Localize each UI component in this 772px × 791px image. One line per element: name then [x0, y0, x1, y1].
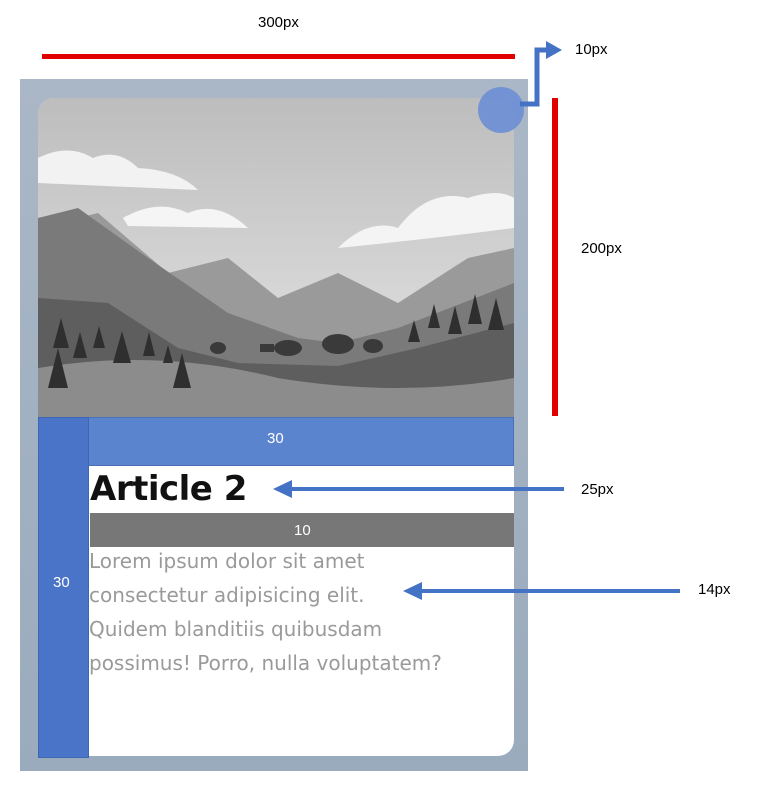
circle-icon	[478, 87, 524, 133]
text-size-arrow	[403, 582, 680, 600]
corner-offset-label: 10px	[575, 41, 608, 58]
top-padding-band	[38, 417, 514, 466]
title-text-gap-band	[90, 513, 514, 547]
text-size-label: 14px	[698, 581, 731, 598]
landscape-image	[38, 98, 514, 418]
left-padding-band	[38, 417, 89, 758]
title-size-label: 25px	[581, 481, 614, 498]
height-dimension-bar	[552, 98, 558, 416]
article-title: Article 2	[90, 469, 247, 509]
left-padding-label: 30	[53, 574, 70, 591]
width-dimension-bar	[42, 54, 515, 59]
corner-offset-arrow	[520, 41, 562, 107]
article-body-text: Lorem ipsum dolor sit amet consectetur a…	[89, 549, 442, 675]
top-padding-label: 30	[267, 430, 284, 447]
width-annotation-label: 300px	[258, 14, 299, 31]
gap-band-label: 10	[294, 522, 311, 539]
height-annotation-label: 200px	[581, 240, 622, 257]
title-size-arrow	[273, 480, 564, 498]
